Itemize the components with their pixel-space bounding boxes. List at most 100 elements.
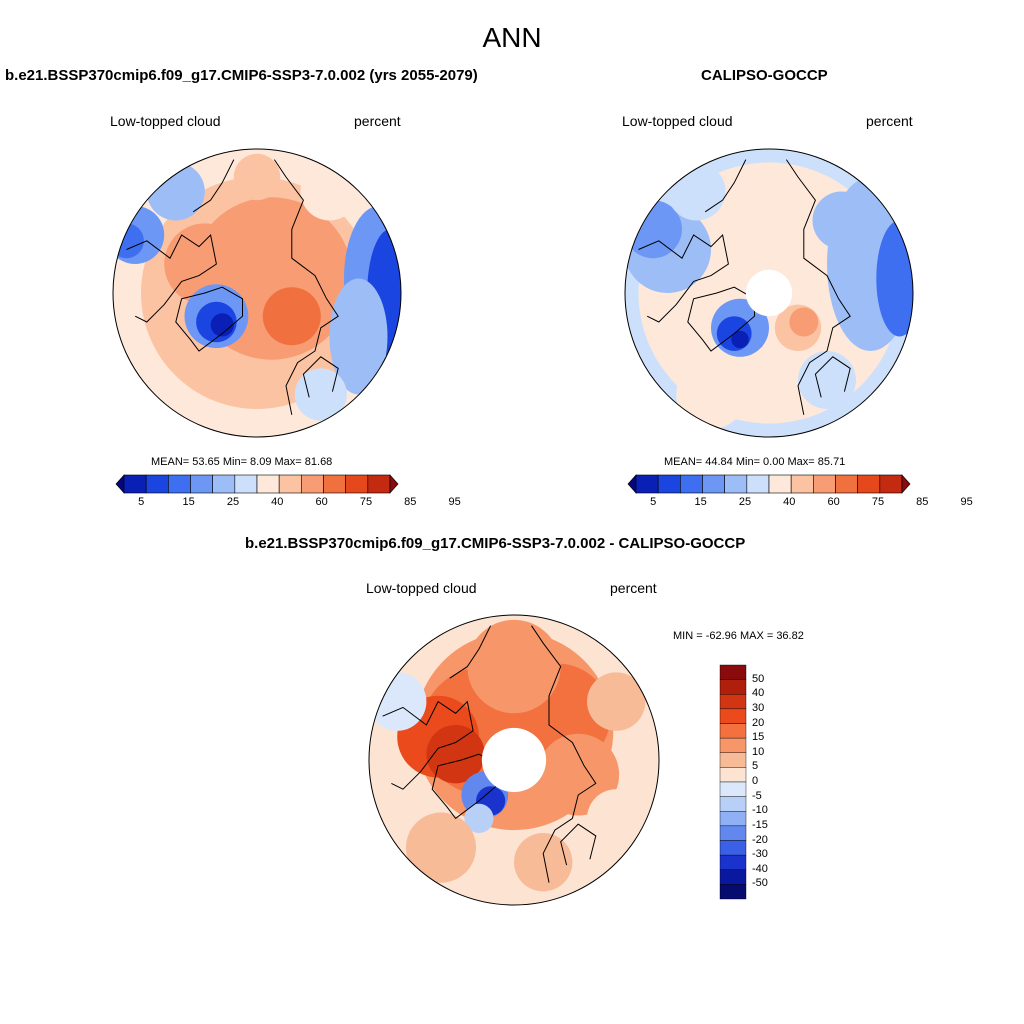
field-patch xyxy=(625,200,682,259)
field-patch xyxy=(537,733,620,816)
colorbar-tick-label: -20 xyxy=(752,833,768,846)
colorbar-cell xyxy=(115,474,125,494)
obs-panel-title: CALIPSO-GOCCP xyxy=(701,67,828,84)
colorbar-cell xyxy=(212,474,236,494)
colorbar-tick-label: -5 xyxy=(752,789,762,802)
colorbar-cell xyxy=(835,474,858,494)
map-boundary xyxy=(368,614,660,906)
colorbar-tick-label: 75 xyxy=(359,496,373,508)
colorbar-cell xyxy=(901,474,911,494)
coastline xyxy=(785,159,851,415)
obs-colorbar xyxy=(627,474,911,494)
colorbar-tick-label: 30 xyxy=(752,701,765,714)
colorbar-tick-label: 95 xyxy=(448,496,461,508)
colorbar-cell xyxy=(367,474,391,494)
colorbar-cell xyxy=(719,796,747,812)
colorbar-cell xyxy=(719,811,747,827)
colorbar-tick-label: -30 xyxy=(752,848,768,861)
colorbar-cell xyxy=(719,664,747,680)
diff-polar-map xyxy=(368,614,660,906)
field-patch xyxy=(233,153,281,201)
colorbar-cell xyxy=(719,679,747,695)
colorbar-tick-label: 85 xyxy=(404,496,417,508)
colorbar-cell xyxy=(813,474,836,494)
coastline xyxy=(302,356,339,398)
colorbar-tick-label: 20 xyxy=(752,716,765,729)
obs-units-label: percent xyxy=(866,113,913,129)
colorbar-cell xyxy=(635,474,659,494)
field-patch xyxy=(467,619,561,714)
colorbar-cell xyxy=(719,854,747,870)
coastline xyxy=(449,625,492,679)
model-polar-map xyxy=(112,148,402,438)
obs-variable-label: Low-topped cloud xyxy=(622,113,733,129)
colorbar-cell xyxy=(719,708,747,724)
model-variable-label: Low-topped cloud xyxy=(110,113,221,129)
colorbar-cell xyxy=(724,474,748,494)
field-patch xyxy=(876,220,913,337)
colorbar-cell xyxy=(719,737,747,753)
field-patch xyxy=(113,223,144,259)
colorbar-tick-label: 0 xyxy=(752,775,759,787)
colorbar-cell xyxy=(168,474,191,494)
coastline xyxy=(638,233,729,323)
colorbar-cell xyxy=(190,474,213,494)
figure-title: ANN xyxy=(482,22,542,53)
field-patch xyxy=(426,724,485,784)
colorbar-cell xyxy=(719,781,747,797)
colorbar-tick-label: -15 xyxy=(752,818,768,831)
colorbar-tick-label: 5 xyxy=(752,760,759,773)
coastline xyxy=(192,159,235,213)
colorbar-cell xyxy=(702,474,725,494)
coastline xyxy=(814,356,851,398)
obs-polar-map xyxy=(624,148,914,438)
colorbar-tick-label: -40 xyxy=(752,862,768,875)
colorbar-tick-label: 15 xyxy=(182,496,195,508)
colorbar-tick-label: 50 xyxy=(752,672,765,685)
colorbar-tick-label: 25 xyxy=(226,496,240,508)
colorbar-tick-label: 10 xyxy=(752,745,765,758)
field-patch xyxy=(329,278,388,395)
field-patch xyxy=(405,812,477,883)
colorbar-tick-label: 40 xyxy=(752,687,765,700)
field-patch xyxy=(798,351,856,409)
field-patch xyxy=(667,162,726,221)
colorbar-cell xyxy=(746,474,770,494)
colorbar-cell xyxy=(879,474,903,494)
model-colorbar xyxy=(115,474,399,494)
colorbar-cell xyxy=(790,474,814,494)
coastline xyxy=(273,159,339,415)
field-patch xyxy=(300,162,359,221)
colorbar-tick-label: 95 xyxy=(960,496,973,508)
model-panel-title: b.e21.BSSP370cmip6.f09_g17.CMIP6-SSP3-7.… xyxy=(5,67,478,84)
colorbar-tick-label: 40 xyxy=(783,496,796,508)
colorbar-cell xyxy=(123,474,147,494)
colorbar-tick-label: 5 xyxy=(650,496,657,508)
colorbar-cell xyxy=(719,884,747,900)
colorbar-tick-label: 15 xyxy=(752,731,765,744)
colorbar-cell xyxy=(323,474,346,494)
obs-stats: MEAN= 44.84 Min= 0.00 Max= 85.71 xyxy=(664,456,846,468)
field-patch xyxy=(587,789,646,848)
field-patch xyxy=(464,803,494,833)
colorbar-cell xyxy=(719,767,747,783)
colorbar-cell xyxy=(345,474,369,494)
diff-colorbar xyxy=(719,664,747,900)
colorbar-cell xyxy=(857,474,881,494)
colorbar-cell xyxy=(234,474,258,494)
colorbar-tick-label: 60 xyxy=(315,496,328,508)
field-patch xyxy=(734,200,804,270)
colorbar-tick-label: 75 xyxy=(871,496,885,508)
colorbar-tick-label: -10 xyxy=(752,804,768,817)
field-patch xyxy=(789,307,819,337)
colorbar-tick-label: 5 xyxy=(138,496,145,508)
diff-units-label: percent xyxy=(610,580,657,596)
diff-panel-title: b.e21.BSSP370cmip6.f09_g17.CMIP6-SSP3-7.… xyxy=(245,535,746,552)
field-patch xyxy=(294,368,347,421)
diff-variable-label: Low-topped cloud xyxy=(366,580,477,596)
pole-hole xyxy=(481,727,547,793)
colorbar-cell xyxy=(301,474,324,494)
colorbar-tick-label: 25 xyxy=(738,496,752,508)
field-patch xyxy=(210,313,234,337)
colorbar-tick-label: 15 xyxy=(694,496,707,508)
